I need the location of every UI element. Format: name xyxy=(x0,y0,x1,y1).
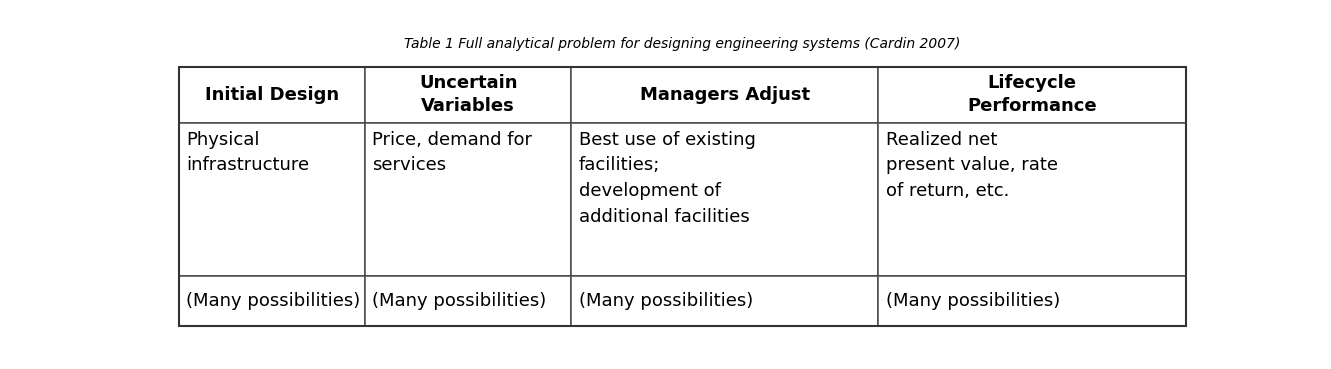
Bar xyxy=(365,123,571,276)
Text: Realized net
present value, rate
of return, etc.: Realized net present value, rate of retu… xyxy=(885,131,1058,200)
Bar xyxy=(878,123,1186,276)
Text: Managers Adjust: Managers Adjust xyxy=(640,86,811,104)
Bar xyxy=(178,67,365,123)
Text: Lifecycle
Performance: Lifecycle Performance xyxy=(968,75,1097,115)
Bar xyxy=(571,276,878,325)
Text: Physical
infrastructure: Physical infrastructure xyxy=(186,131,309,174)
Bar xyxy=(365,276,571,325)
Bar xyxy=(178,276,365,325)
Text: (Many possibilities): (Many possibilities) xyxy=(186,292,361,310)
Bar xyxy=(878,276,1186,325)
Bar xyxy=(571,123,878,276)
Bar xyxy=(365,67,571,123)
Bar xyxy=(571,67,878,123)
Bar xyxy=(878,67,1186,123)
Bar xyxy=(178,123,365,276)
Text: Uncertain
Variables: Uncertain Variables xyxy=(419,75,518,115)
Text: Initial Design: Initial Design xyxy=(205,86,339,104)
Text: Best use of existing
facilities;
development of
additional facilities: Best use of existing facilities; develop… xyxy=(579,131,756,226)
Text: Price, demand for
services: Price, demand for services xyxy=(373,131,532,174)
Text: (Many possibilities): (Many possibilities) xyxy=(885,292,1059,310)
Text: Table 1 Full analytical problem for designing engineering systems (Cardin 2007): Table 1 Full analytical problem for desi… xyxy=(403,37,961,51)
Text: (Many possibilities): (Many possibilities) xyxy=(579,292,753,310)
Text: (Many possibilities): (Many possibilities) xyxy=(373,292,547,310)
